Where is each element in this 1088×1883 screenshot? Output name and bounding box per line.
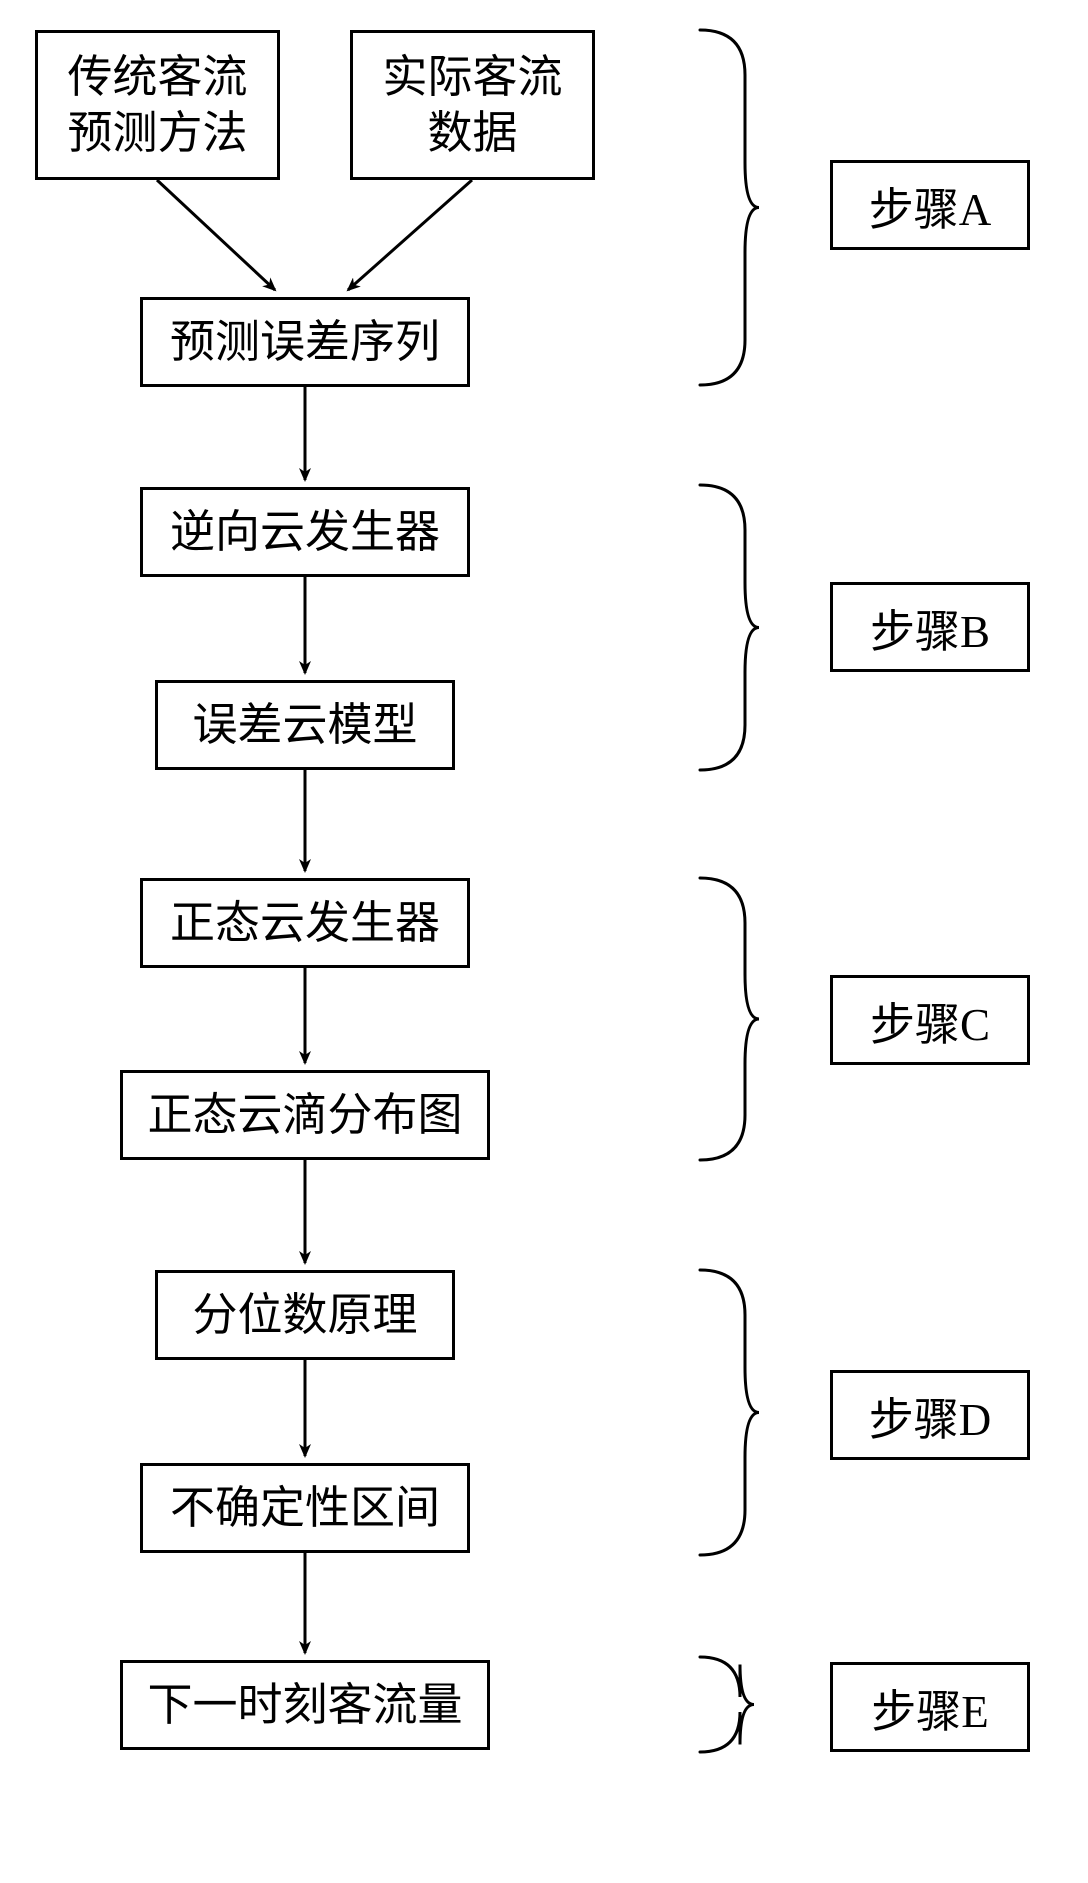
- step-box-d: 步骤D: [830, 1370, 1030, 1460]
- node-label: 预测误差序列: [170, 314, 440, 370]
- node-label: 正态云发生器: [170, 895, 440, 951]
- node-label: 误差云模型: [192, 697, 417, 753]
- node-quantile-principle: 分位数原理: [155, 1270, 455, 1360]
- node-label: 正态云滴分布图: [147, 1087, 462, 1143]
- node-label: 不确定性区间: [170, 1480, 440, 1536]
- node-label: 逆向云发生器: [170, 504, 440, 560]
- node-label: 传统客流预测方法: [67, 49, 247, 162]
- step-box-c: 步骤C: [830, 975, 1030, 1065]
- node-label: 分位数原理: [192, 1287, 417, 1343]
- node-error-cloud-model: 误差云模型: [155, 680, 455, 770]
- node-actual-passenger-data: 实际客流数据: [350, 30, 595, 180]
- step-label: 步骤B: [870, 595, 990, 660]
- step-label: 步骤C: [870, 988, 990, 1053]
- diagram-canvas: 传统客流预测方法 实际客流数据 预测误差序列 逆向云发生器 误差云模型 正态云发…: [0, 0, 1088, 1883]
- step-label: 步骤A: [869, 173, 992, 238]
- node-forecast-error-sequence: 预测误差序列: [140, 297, 470, 387]
- step-label: 步骤D: [869, 1383, 992, 1448]
- step-box-a: 步骤A: [830, 160, 1030, 250]
- node-normal-cloud-generator: 正态云发生器: [140, 878, 470, 968]
- node-next-moment-passenger-flow: 下一时刻客流量: [120, 1660, 490, 1750]
- braces-group: [700, 30, 759, 1752]
- step-box-e: 步骤E: [830, 1662, 1030, 1752]
- node-label: 实际客流数据: [382, 49, 562, 162]
- node-uncertainty-interval: 不确定性区间: [140, 1463, 470, 1553]
- node-label: 下一时刻客流量: [147, 1677, 462, 1733]
- step-label: 步骤E: [871, 1675, 989, 1740]
- node-reverse-cloud-generator: 逆向云发生器: [140, 487, 470, 577]
- step-box-b: 步骤B: [830, 582, 1030, 672]
- node-traditional-forecast-method: 传统客流预测方法: [35, 30, 280, 180]
- node-normal-cloud-drop-dist: 正态云滴分布图: [120, 1070, 490, 1160]
